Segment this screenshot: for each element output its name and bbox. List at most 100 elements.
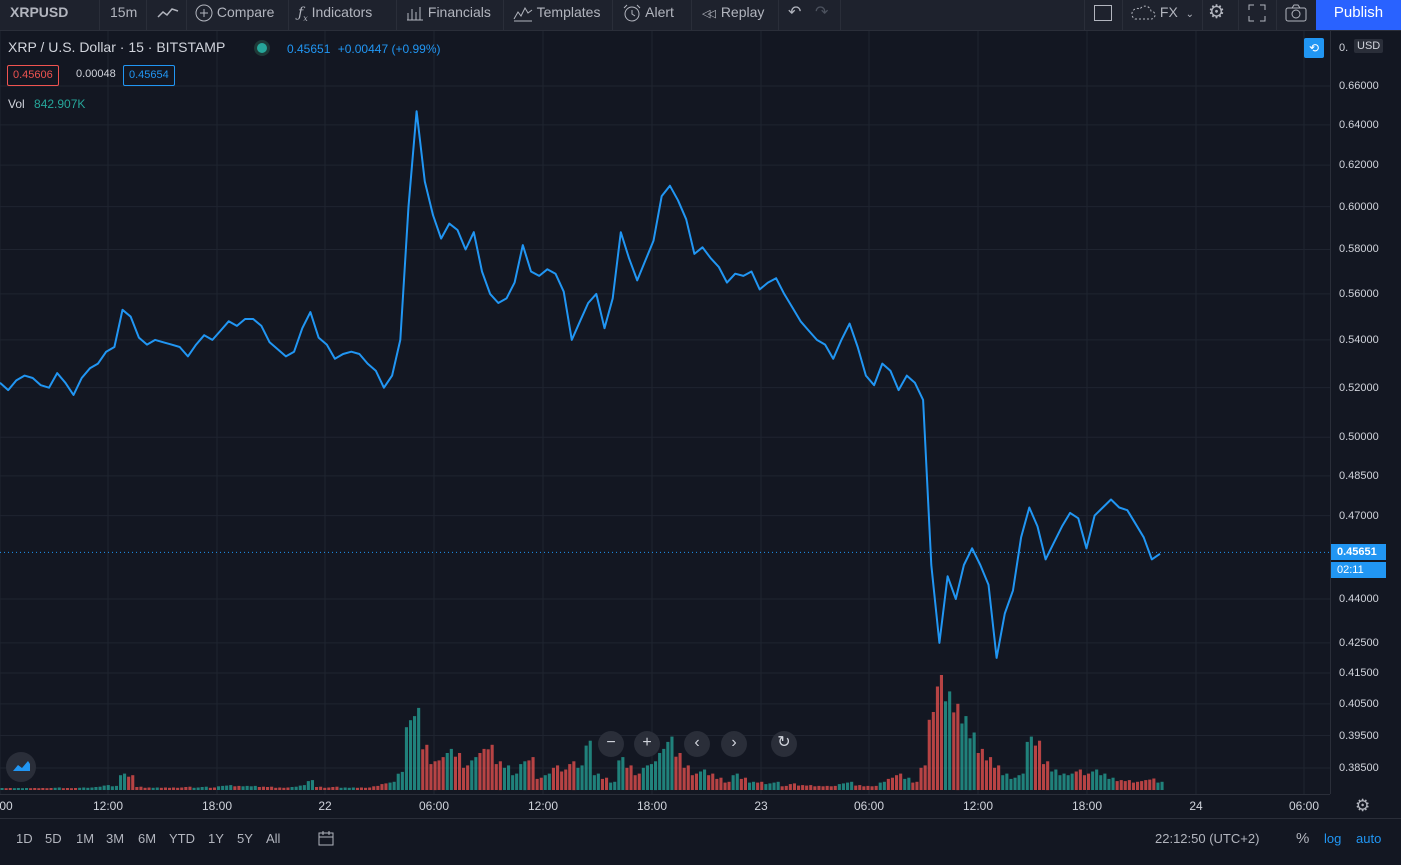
time-axis[interactable]: 00 12:00 18:00 22 06:00 12:00 18:00 23 06:00 12:0… bbox=[0, 794, 1330, 818]
volume-bar bbox=[989, 757, 993, 790]
volume-bar bbox=[662, 748, 666, 790]
scroll-left-button[interactable]: ‹ bbox=[684, 731, 710, 757]
symbol-legend-title[interactable]: XRP / U.S. Dollar · 15 · BITSTAMP bbox=[8, 39, 226, 55]
price-axis-label: 0.54000 bbox=[1339, 333, 1379, 346]
gear-icon[interactable]: ⚙ bbox=[1355, 796, 1371, 815]
volume-bar bbox=[335, 786, 339, 790]
cloud-icon bbox=[1131, 5, 1156, 20]
volume-value: 842.907K bbox=[34, 97, 86, 111]
volume-bar bbox=[20, 788, 24, 790]
undo-icon[interactable]: ↶ bbox=[788, 4, 802, 21]
volume-bar bbox=[543, 775, 547, 790]
range-button-1y[interactable]: 1Y bbox=[208, 831, 224, 846]
price-axis[interactable]: 0. USD 0.66000 0.64000 0.62000 0.60000 0.580… bbox=[1330, 31, 1401, 794]
volume-bar bbox=[458, 753, 462, 790]
volume-bar bbox=[8, 788, 12, 790]
chart-style-button[interactable] bbox=[157, 0, 179, 30]
reset-chart-button[interactable]: ↻ bbox=[771, 731, 797, 757]
toolbar-divider bbox=[146, 0, 147, 30]
add-circle-icon bbox=[195, 4, 213, 22]
volume-bar bbox=[474, 757, 478, 790]
volume-bar bbox=[25, 788, 29, 790]
range-button-5d[interactable]: 5D bbox=[45, 831, 62, 846]
time-axis-label: 18:00 bbox=[1071, 799, 1103, 813]
redo-icon[interactable]: ↷ bbox=[815, 4, 829, 21]
volume-bar bbox=[829, 786, 833, 790]
volume-bar bbox=[694, 773, 698, 790]
volume-bar bbox=[155, 787, 159, 790]
volume-bar bbox=[600, 778, 604, 790]
compare-button[interactable]: Compare bbox=[195, 0, 274, 30]
volume-bar bbox=[507, 765, 511, 790]
volume-bar bbox=[690, 775, 694, 790]
volume-bar bbox=[196, 787, 200, 790]
sync-icon[interactable]: ⟲ bbox=[1304, 38, 1324, 58]
market-status-dot bbox=[257, 43, 267, 53]
volume-bar bbox=[351, 787, 355, 790]
range-button-5y[interactable]: 5Y bbox=[237, 831, 253, 846]
log-toggle[interactable]: log bbox=[1324, 831, 1342, 846]
volume-bar bbox=[139, 786, 143, 790]
volume-bar bbox=[772, 782, 776, 790]
indicators-button[interactable]: ƒx Indicators bbox=[298, 0, 372, 30]
financials-button[interactable]: Financials bbox=[406, 0, 491, 30]
time-axis-label: 12:00 bbox=[962, 799, 994, 813]
volume-bar bbox=[159, 787, 163, 790]
toolbar-divider bbox=[840, 0, 841, 30]
alert-button[interactable]: Alert bbox=[622, 0, 674, 30]
cloud-save-button[interactable]: FX ⌄ bbox=[1130, 0, 1194, 30]
volume-bar bbox=[327, 787, 331, 790]
toolbar-divider bbox=[1202, 0, 1203, 30]
financials-label: Financials bbox=[427, 4, 491, 20]
templates-button[interactable]: Templates bbox=[513, 0, 600, 30]
percent-toggle[interactable]: % bbox=[1296, 830, 1310, 847]
volume-bar bbox=[396, 773, 400, 790]
scroll-right-button[interactable]: › bbox=[721, 731, 747, 757]
range-button-3m[interactable]: 3M bbox=[106, 831, 125, 846]
gear-icon[interactable]: ⚙ bbox=[1208, 2, 1226, 23]
time-axis-label: 12:00 bbox=[527, 799, 559, 813]
auto-toggle[interactable]: auto bbox=[1356, 831, 1382, 846]
volume-bar bbox=[625, 767, 629, 790]
volume-bar bbox=[225, 785, 229, 790]
range-button-ytd[interactable]: YTD bbox=[169, 831, 195, 846]
volume-bar bbox=[253, 785, 257, 790]
volume-bar bbox=[192, 787, 196, 790]
volume-bar bbox=[670, 736, 674, 790]
range-button-all[interactable]: All bbox=[266, 831, 281, 846]
volume-bar bbox=[560, 771, 564, 790]
replay-button[interactable]: ◁◁ Replay bbox=[702, 0, 764, 30]
symbol-search[interactable]: XRPUSD bbox=[10, 4, 69, 20]
fullscreen-icon[interactable] bbox=[1248, 0, 1266, 30]
zoom-in-button[interactable]: + bbox=[634, 731, 660, 757]
currency-label[interactable]: USD bbox=[1354, 39, 1384, 53]
layout-icon[interactable] bbox=[1094, 4, 1112, 34]
clock-timezone[interactable]: 22:12:50 (UTC+2) bbox=[1155, 831, 1260, 846]
volume-bar bbox=[135, 787, 139, 790]
range-button-1d[interactable]: 1D bbox=[16, 831, 33, 846]
date-range-icon[interactable] bbox=[317, 830, 335, 851]
volume-bar bbox=[315, 787, 319, 790]
camera-icon[interactable] bbox=[1285, 0, 1307, 30]
volume-bar bbox=[466, 765, 470, 790]
publish-button[interactable]: Publish bbox=[1316, 0, 1401, 30]
interval-button[interactable]: 15m bbox=[110, 4, 138, 20]
volume-bar bbox=[645, 765, 649, 790]
time-axis-label: 23 bbox=[754, 799, 768, 813]
buy-price-button[interactable]: 0.45654 bbox=[123, 65, 175, 86]
volume-bar bbox=[523, 761, 527, 791]
volume-bar bbox=[629, 765, 633, 790]
volume-bar bbox=[433, 761, 437, 791]
volume-bar bbox=[204, 786, 208, 790]
zoom-out-button[interactable]: − bbox=[598, 731, 624, 757]
price-chart[interactable] bbox=[0, 31, 1330, 794]
volume-bar bbox=[1025, 741, 1029, 790]
range-button-1m[interactable]: 1M bbox=[76, 831, 95, 846]
range-button-6m[interactable]: 6M bbox=[138, 831, 157, 846]
volume-bar bbox=[890, 777, 894, 790]
sell-price-button[interactable]: 0.45606 bbox=[7, 65, 59, 86]
volume-bar bbox=[1029, 736, 1033, 790]
volume-bar bbox=[425, 744, 429, 790]
volume-bar bbox=[1066, 775, 1070, 790]
volume-bar bbox=[200, 787, 204, 790]
